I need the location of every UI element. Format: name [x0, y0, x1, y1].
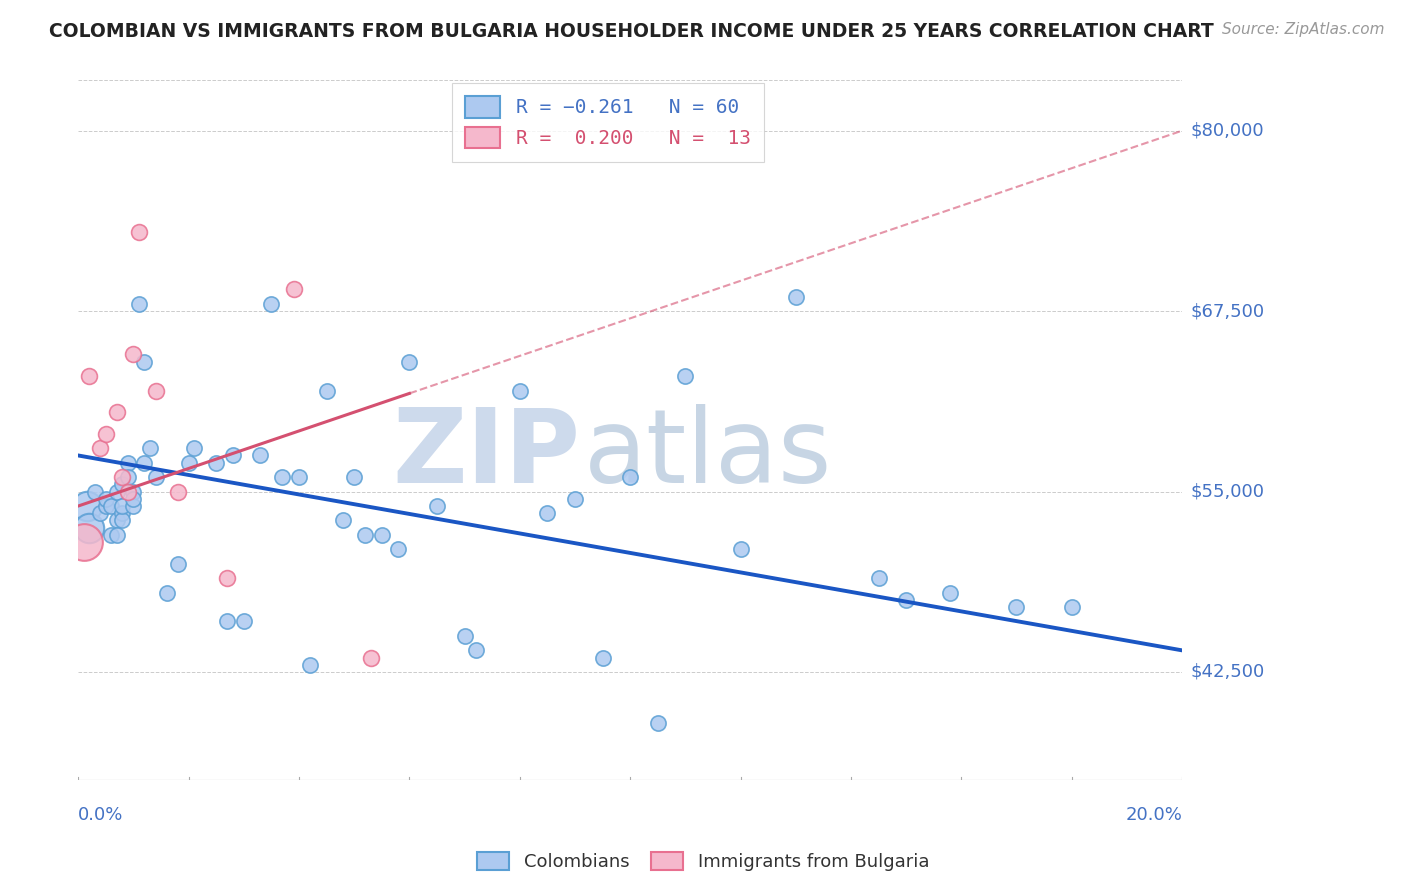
Text: $55,000: $55,000 — [1191, 483, 1264, 500]
Point — [939, 585, 962, 599]
Point — [111, 477, 134, 491]
Point — [426, 499, 449, 513]
Point — [128, 225, 150, 239]
Point — [89, 506, 111, 520]
Point — [122, 347, 145, 361]
Point — [299, 657, 322, 672]
Point — [205, 456, 228, 470]
Point — [100, 499, 122, 513]
Point — [894, 592, 917, 607]
Point — [83, 484, 105, 499]
Point — [111, 470, 134, 484]
Point — [564, 491, 586, 506]
Point — [105, 513, 128, 527]
Point — [785, 290, 807, 304]
Point — [128, 297, 150, 311]
Point — [217, 615, 239, 629]
Text: atlas: atlas — [583, 404, 832, 506]
Point — [122, 499, 145, 513]
Point — [94, 491, 117, 506]
Point — [122, 491, 145, 506]
Point — [105, 405, 128, 419]
Point — [1005, 600, 1028, 615]
Point — [730, 542, 752, 557]
Point — [73, 535, 96, 549]
Text: 20.0%: 20.0% — [1125, 806, 1182, 824]
Point — [166, 484, 188, 499]
Point — [134, 354, 156, 368]
Point — [868, 571, 890, 585]
Point — [509, 384, 531, 398]
Point — [619, 470, 641, 484]
Point — [1060, 600, 1083, 615]
Point — [332, 513, 354, 527]
Text: $80,000: $80,000 — [1191, 121, 1264, 140]
Legend: Colombians, Immigrants from Bulgaria: Colombians, Immigrants from Bulgaria — [470, 845, 936, 879]
Point — [79, 521, 101, 535]
Point — [315, 384, 337, 398]
Point — [343, 470, 366, 484]
Point — [177, 456, 200, 470]
Point — [249, 449, 271, 463]
Point — [536, 506, 558, 520]
Point — [387, 542, 409, 557]
Point — [271, 470, 294, 484]
Point — [111, 513, 134, 527]
Point — [288, 470, 311, 484]
Text: $42,500: $42,500 — [1191, 663, 1264, 681]
Point — [217, 571, 239, 585]
Point — [111, 506, 134, 520]
Point — [354, 528, 377, 542]
Point — [398, 354, 420, 368]
Point — [592, 650, 614, 665]
Point — [105, 484, 128, 499]
Point — [360, 650, 382, 665]
Text: Source: ZipAtlas.com: Source: ZipAtlas.com — [1222, 22, 1385, 37]
Point — [94, 499, 117, 513]
Point — [100, 528, 122, 542]
Point — [122, 484, 145, 499]
Point — [155, 585, 177, 599]
Point — [105, 528, 128, 542]
Text: $67,500: $67,500 — [1191, 302, 1264, 320]
Point — [117, 470, 139, 484]
Point — [134, 456, 156, 470]
Point — [94, 426, 117, 441]
Point — [464, 643, 486, 657]
Point — [232, 615, 254, 629]
Point — [647, 715, 669, 730]
Text: COLOMBIAN VS IMMIGRANTS FROM BULGARIA HOUSEHOLDER INCOME UNDER 25 YEARS CORRELAT: COLOMBIAN VS IMMIGRANTS FROM BULGARIA HO… — [49, 22, 1213, 41]
Point — [111, 499, 134, 513]
Point — [117, 484, 139, 499]
Point — [283, 283, 305, 297]
Point — [183, 442, 205, 456]
Point — [145, 470, 167, 484]
Point — [222, 449, 245, 463]
Point — [260, 297, 283, 311]
Text: 0.0%: 0.0% — [79, 806, 124, 824]
Point — [673, 369, 696, 384]
Point — [117, 456, 139, 470]
Point — [89, 442, 111, 456]
Point — [139, 442, 162, 456]
Point — [453, 629, 475, 643]
Point — [145, 384, 167, 398]
Point — [79, 369, 101, 384]
Point — [371, 528, 394, 542]
Text: ZIP: ZIP — [392, 404, 581, 506]
Point — [166, 557, 188, 571]
Legend: R = −0.261   N = 60, R =  0.200   N =  13: R = −0.261 N = 60, R = 0.200 N = 13 — [451, 83, 765, 162]
Point — [76, 499, 98, 513]
